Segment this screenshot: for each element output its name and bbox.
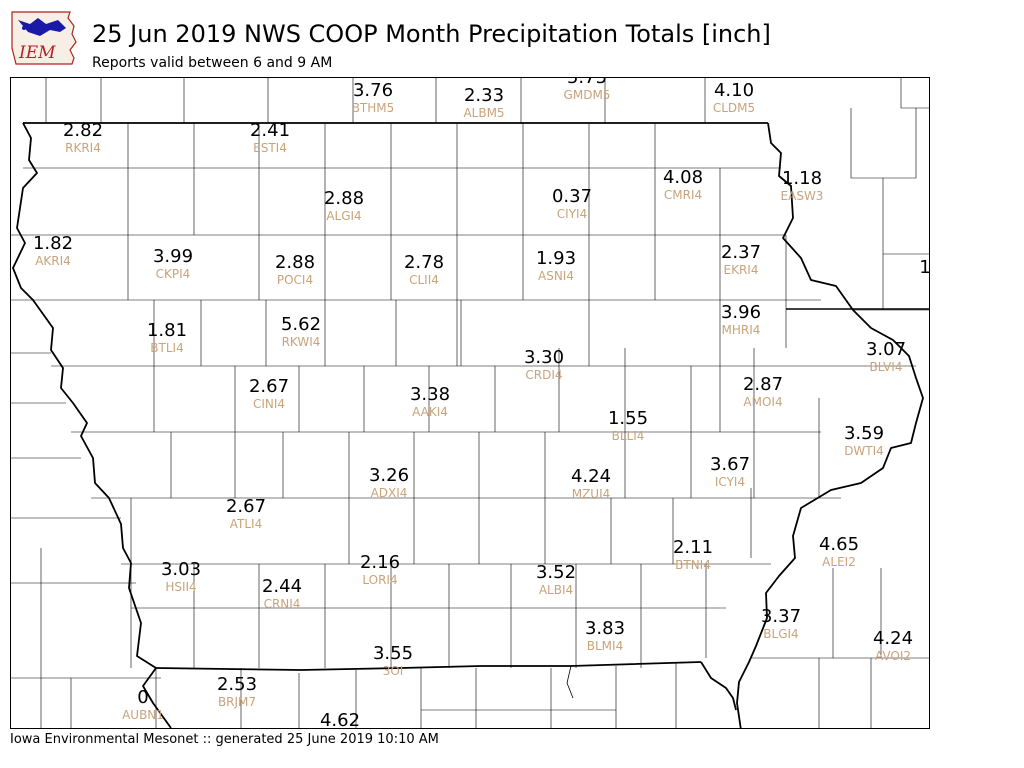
station-value: 4.62 (320, 710, 360, 729)
station-id: AVOI2 (875, 649, 911, 663)
station-value: 3.55 (373, 643, 413, 664)
station-id: POCI4 (277, 273, 313, 287)
station-value: 4.65 (819, 534, 859, 555)
station-id: GMDM5 (564, 88, 611, 102)
station-id: ADXI4 (371, 486, 408, 500)
station-value: 2.67 (226, 496, 266, 517)
station-value: 4.24 (873, 628, 913, 649)
map-subtitle: Reports valid between 6 and 9 AM (92, 55, 333, 71)
station-value: 1.18 (782, 168, 822, 189)
station-value: 0.37 (552, 186, 592, 207)
station-id: ATLI4 (230, 517, 262, 531)
station-id: MZUI4 (572, 487, 611, 501)
station-id: RKRI4 (65, 141, 101, 155)
station-value: 2.67 (249, 376, 289, 397)
station-id: EASW3 (781, 189, 824, 203)
station-value: 3.30 (524, 347, 564, 368)
station-id: ALBI4 (539, 583, 573, 597)
station-id: ALGI4 (326, 209, 361, 223)
station-value: 2.82 (63, 120, 103, 141)
station-id: BLMI4 (587, 639, 623, 653)
station-id: BLGI4 (763, 627, 798, 641)
station-id: CLDM5 (713, 101, 755, 115)
station-value: 3.26 (369, 465, 409, 486)
station-value: 2.87 (743, 374, 783, 395)
station-id: CRDI4 (525, 368, 562, 382)
station-id: CIYI4 (557, 207, 587, 221)
station-value: 3.07 (866, 339, 906, 360)
station-id: RKWI4 (282, 335, 321, 349)
station-id: BLVI4 (870, 360, 903, 374)
station-value: 3.59 (844, 423, 884, 444)
station-id: MHRI4 (722, 323, 761, 337)
county-boundaries (11, 78, 929, 728)
station-id: AAKI4 (412, 405, 448, 419)
station-value: 1.93 (536, 248, 576, 269)
logo-text: IEM (18, 43, 56, 63)
station-id: ALEI2 (822, 555, 856, 569)
station-id: ALBM5 (463, 106, 504, 120)
station-id: BLLI4 (612, 429, 645, 443)
station-value: 1 (919, 257, 930, 278)
station-value: 1.82 (33, 233, 73, 254)
map-title: 25 Jun 2019 NWS COOP Month Precipitation… (92, 20, 771, 48)
station-id: HSII4 (165, 580, 196, 594)
station-value: 3.67 (710, 454, 750, 475)
station-id: AMOI4 (743, 395, 782, 409)
station-value: 3.83 (585, 618, 625, 639)
station-value: 2.33 (464, 85, 504, 106)
station-id: AUBN1 (122, 708, 164, 722)
station-value: 4.24 (571, 466, 611, 487)
station-id: DWTI4 (844, 444, 884, 458)
iem-logo: IEM (10, 10, 78, 66)
station-id: BTHM5 (352, 101, 395, 115)
station-value: 2.11 (673, 537, 713, 558)
station-id: 3OI (383, 664, 404, 678)
station-value: 4.08 (663, 167, 703, 188)
station-id: CKPI4 (156, 267, 191, 281)
station-id: CLII4 (409, 273, 439, 287)
station-value: 2.37 (721, 242, 761, 263)
station-value: 3.37 (761, 606, 801, 627)
station-value: 3.96 (721, 302, 761, 323)
station-value: 3.99 (153, 246, 193, 267)
station-value: 2.41 (250, 120, 290, 141)
station-id: BTLI4 (150, 341, 183, 355)
station-id: ESTI4 (253, 141, 287, 155)
station-id: CRNI4 (264, 597, 301, 611)
station-value: 5.62 (281, 314, 321, 335)
station-id: BRJM7 (218, 695, 256, 709)
station-id: BTNI4 (675, 558, 711, 572)
station-value: 3.38 (410, 384, 450, 405)
station-id: CINI4 (253, 397, 285, 411)
state-boundaries (12, 122, 929, 728)
station-value: 1.81 (147, 320, 187, 341)
station-id: CMRI4 (664, 188, 702, 202)
station-value: 1.55 (608, 408, 648, 429)
station-value: 2.16 (360, 552, 400, 573)
station-value: 3.03 (161, 559, 201, 580)
station-id: ICYI4 (715, 475, 745, 489)
station-value: 2.88 (275, 252, 315, 273)
station-value: 2.88 (324, 188, 364, 209)
station-value: 2.78 (404, 252, 444, 273)
station-value: 0 (137, 687, 148, 708)
station-value: 3.52 (536, 562, 576, 583)
station-value: 3.76 (353, 80, 393, 101)
footer-credit: Iowa Environmental Mesonet :: generated … (10, 732, 439, 747)
station-value: 2.53 (217, 674, 257, 695)
station-value: 2.44 (262, 576, 302, 597)
station-value: 4.10 (714, 80, 754, 101)
station-id: ASNI4 (538, 269, 574, 283)
station-id: LORI4 (362, 573, 397, 587)
station-id: EKRI4 (724, 263, 759, 277)
station-id: AKRI4 (35, 254, 71, 268)
station-value: 5.75 (567, 78, 607, 88)
